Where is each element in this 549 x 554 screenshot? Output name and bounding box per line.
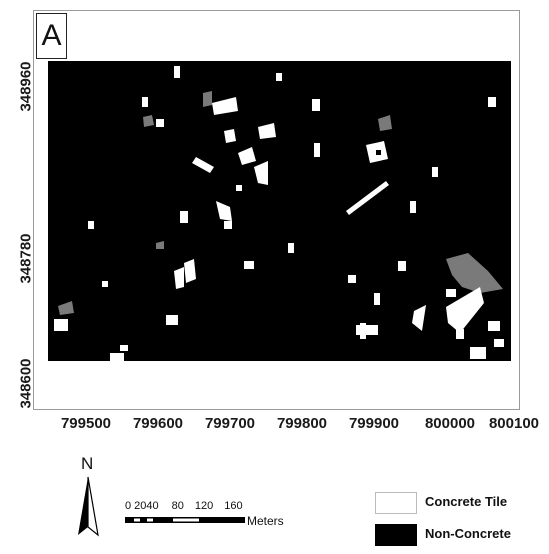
x-tick-label: 799700 — [204, 415, 256, 432]
legend-swatch-non-concrete — [375, 524, 417, 546]
concrete-tile-patches — [54, 66, 504, 361]
non-concrete-background — [48, 61, 511, 361]
scale-label: 80 — [171, 500, 184, 512]
mixed-class-patches — [58, 91, 503, 315]
scale-bar — [125, 517, 245, 523]
panel-label: A — [36, 13, 67, 59]
classification-map — [48, 61, 511, 361]
scale-label: 0 2040 — [125, 500, 159, 512]
legend-item-non-concrete: Non-Concrete — [375, 524, 549, 554]
scale-label: 160 — [224, 500, 243, 512]
scale-label: 120 — [194, 500, 214, 512]
x-tick-label: 799500 — [60, 415, 112, 432]
legend-item-concrete-tile: Concrete Tile — [375, 492, 549, 522]
x-tick-label: 799600 — [132, 415, 184, 432]
legend-label: Concrete Tile — [425, 494, 508, 509]
scale-bar-labels: 0 2040 80 120 160 — [125, 500, 243, 512]
y-tick-label: 348780 — [17, 233, 35, 284]
x-tick-label: 799800 — [276, 415, 328, 432]
x-tick-label: 799900 — [348, 415, 400, 432]
legend-swatch-concrete — [375, 492, 417, 514]
x-tick-label: 800000 — [424, 415, 476, 432]
x-tick-label: 800100 — [488, 415, 540, 432]
legend-label: Non-Concrete — [425, 526, 511, 541]
north-arrow-icon — [78, 476, 99, 537]
y-tick-label: 348600 — [17, 358, 35, 409]
scale-units: Meters — [247, 514, 284, 528]
north-label: N — [81, 454, 94, 473]
y-tick-label: 348960 — [17, 61, 35, 112]
